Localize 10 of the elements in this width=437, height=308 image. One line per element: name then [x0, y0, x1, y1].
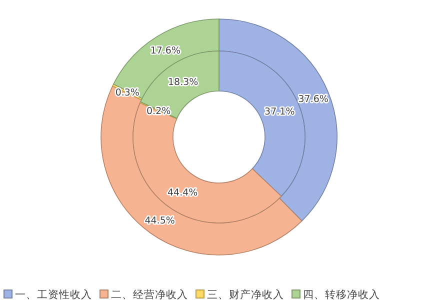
data-label: 17.6% [150, 46, 181, 57]
data-label: 44.5% [144, 216, 175, 227]
data-label: 37.1% [264, 106, 295, 118]
data-label: 44.4% [168, 188, 198, 199]
data-label: 37.6% [298, 94, 328, 105]
legend-label: 四、转移净收入 [303, 288, 380, 301]
data-label: 18.3% [168, 77, 198, 88]
legend-label: 一、工资性收入 [15, 288, 92, 301]
legend-label: 二、经营净收入 [111, 288, 188, 301]
legend-label: 三、财产净收入 [207, 288, 284, 301]
